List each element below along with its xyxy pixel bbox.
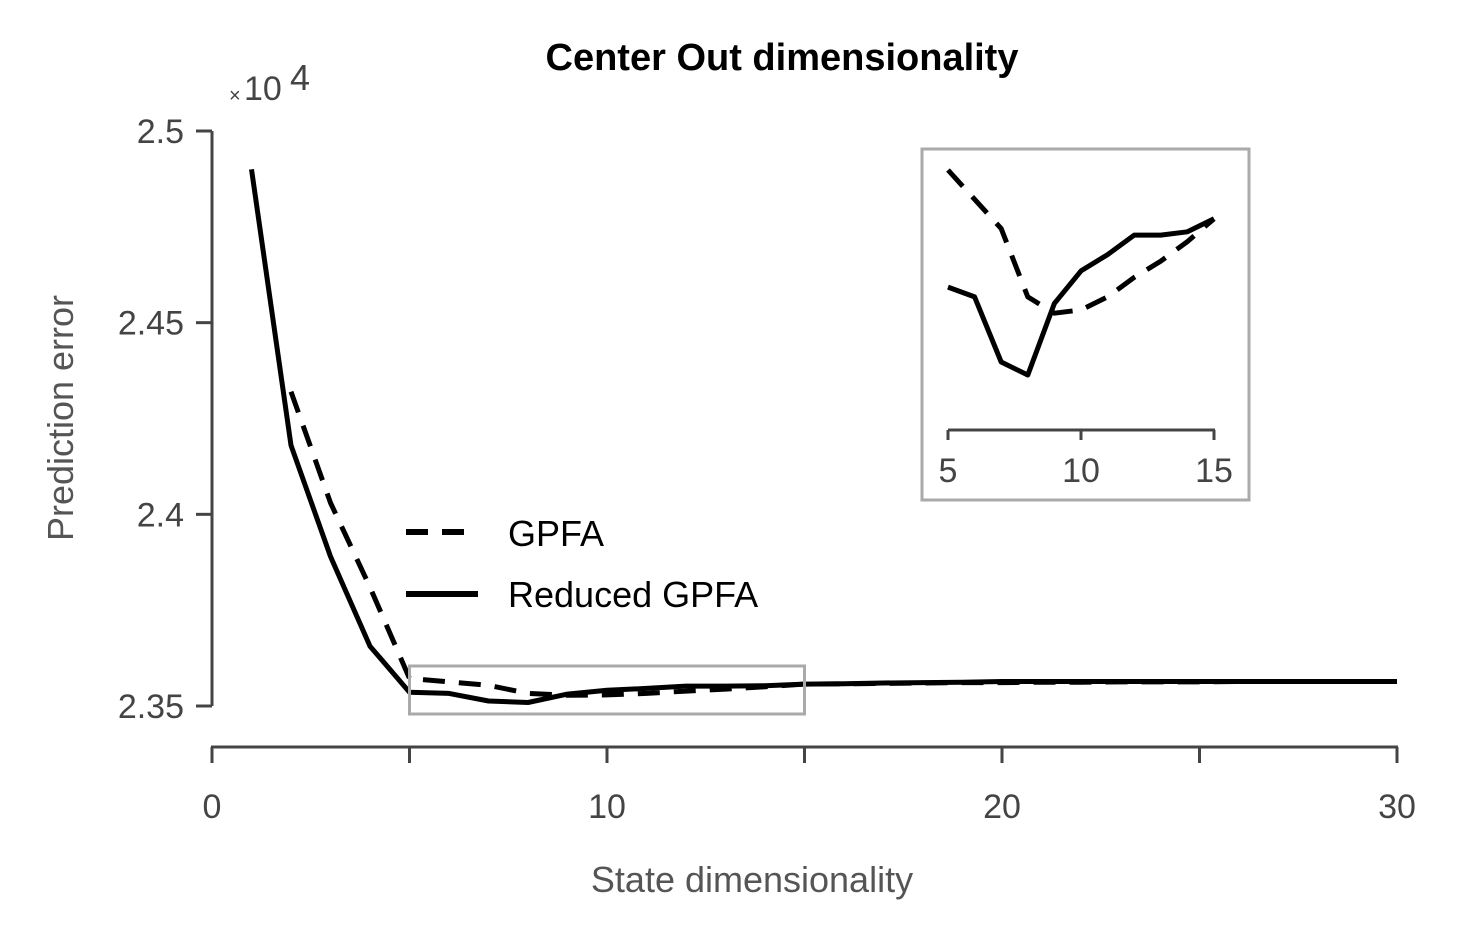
- x-ticks: 0 10 20 30: [203, 747, 1416, 826]
- y-axis-label: Prediction error: [40, 295, 81, 541]
- zoom-region-box: [408, 664, 806, 716]
- inset-x-tick-label: 5: [939, 452, 958, 490]
- inset-x-tick-label: 10: [1062, 452, 1100, 490]
- y-multiplier: × 10 4: [229, 57, 310, 108]
- inset-x-ticks: 5 10 15: [939, 430, 1233, 490]
- legend-label-reduced-gpfa: Reduced GPFA: [508, 574, 758, 615]
- chart-title: Center Out dimensionality: [546, 37, 1019, 79]
- x-tick-label: 30: [1378, 788, 1416, 826]
- main-plot-area: [249, 168, 1397, 705]
- inset-x-tick-label: 15: [1195, 452, 1233, 490]
- x-tick-label: 20: [983, 788, 1021, 826]
- inset-series-line-reduced-gpfa: [947, 216, 1216, 378]
- inset-frame: [920, 147, 1251, 502]
- svg-text:×: ×: [229, 85, 241, 107]
- y-multiplier-exponent: 4: [290, 57, 310, 98]
- x-tick-label: 0: [203, 788, 222, 826]
- y-tick-label: 2.4: [137, 496, 184, 534]
- series-line-gpfa: [288, 390, 1397, 698]
- x-axis-label: State dimensionality: [591, 859, 913, 900]
- y-tick-label: 2.45: [118, 305, 184, 343]
- series-line-reduced-gpfa: [249, 168, 1397, 705]
- x-tick-label: 10: [588, 788, 626, 826]
- y-tick-label: 2.35: [118, 688, 184, 726]
- y-multiplier-base: 10: [244, 70, 282, 108]
- y-ticks: 2.35 2.4 2.45 2.5: [118, 113, 212, 726]
- inset-plot-area: [946, 168, 1216, 378]
- inset: 5 10 15: [920, 147, 1251, 502]
- y-tick-label: 2.5: [137, 113, 184, 151]
- legend: GPFA Reduced GPFA: [406, 513, 758, 615]
- legend-label-gpfa: GPFA: [508, 513, 604, 554]
